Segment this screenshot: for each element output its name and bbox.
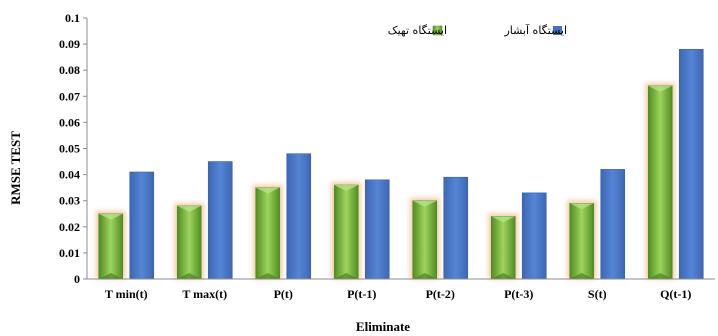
y-tick-label: 0.01 [59,246,80,260]
bar-series-1 [569,203,595,280]
y-axis: 0 0.01 0.02 0.03 0.04 0.05 0.06 0.07 0.08 0.09 0.1 [59,11,88,286]
bar-bevel-top [177,205,202,212]
bar-bevel-top [491,216,516,223]
legend-swatch-series-1 [432,25,443,36]
y-tick-label: 0.04 [59,168,80,182]
bar-bevel-bottom [177,273,202,279]
bar-series-2 [443,176,469,280]
x-tick-label: P(t-3) [504,287,533,301]
bar-bevel-bottom [98,273,123,279]
y-tick-label: 0.1 [65,11,80,25]
bar-bevel-bottom [412,273,437,279]
bar-bevel-bottom [569,273,594,279]
bar-series-1 [412,200,438,280]
y-tick-label: 0.06 [59,115,80,129]
bar-series-1 [255,187,281,280]
bars-group [95,49,704,280]
x-tick-label: P(t-2) [426,287,455,301]
bar-bevel-bottom [255,273,280,279]
y-axis-title: RMSE TEST [8,131,23,205]
y-tick-label: 0.07 [59,89,80,103]
legend: ایستگاه تهیک ایستگاه آبشار [388,23,567,37]
x-tick-label: P(t-1) [347,287,376,301]
y-tick-label: 0.02 [59,220,80,234]
bar-bevel-top [412,200,437,207]
y-tick-label: 0.08 [59,63,80,77]
bar-series-2 [129,171,155,280]
bar-bevel-bottom [334,273,359,279]
bar-bevel-top [98,213,123,220]
bar-bevel-top [648,85,673,92]
bar-series-1 [647,85,673,280]
bar-bevel-bottom [491,273,516,279]
x-tick-label: S(t) [588,287,607,301]
bar-series-2 [678,49,704,280]
legend-label-series-1: ایستگاه تهیک [388,24,447,37]
bar-series-1 [98,213,124,280]
y-tick-label: 0.09 [59,37,80,51]
bar-series-1 [176,205,202,280]
x-axis: T min(t) T max(t) P(t) P(t-1) P(t-2) P(t-3) S(… [87,278,715,301]
bar-bevel-top [334,185,359,192]
legend-swatch-series-2 [553,26,562,35]
bar-series-2 [207,161,233,280]
x-tick-label: P(t) [274,287,293,301]
x-tick-label: T max(t) [182,287,227,301]
bar-series-2 [521,192,547,280]
bar-bevel-bottom [648,273,673,279]
x-tick-label: T min(t) [105,287,148,301]
x-axis-title: Eliminate [356,319,410,334]
legend-label-series-2: ایستگاه آبشار [503,23,567,37]
bar-series-1 [490,216,516,280]
y-tick-label: 0 [74,272,80,286]
bar-bevel-top [255,187,280,194]
bar-series-1 [333,184,359,280]
y-tick-label: 0.03 [59,194,80,208]
bar-bevel-top [569,203,594,210]
bar-series-2 [286,153,312,280]
x-tick-label: Q(t-1) [660,287,691,301]
bar-series-2 [364,179,390,280]
bar-series-2 [600,169,626,280]
y-tick-label: 0.05 [59,142,80,156]
